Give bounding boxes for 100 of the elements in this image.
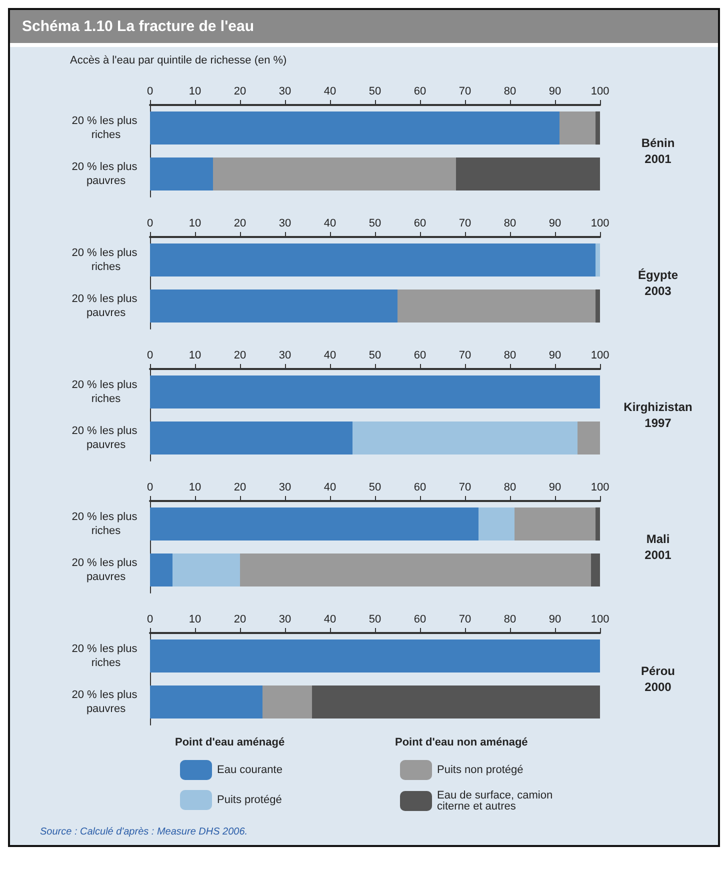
y-tick-label: 20 % les plus pauvres <box>72 425 140 451</box>
x-tick-label: 0 <box>146 350 154 362</box>
bar <box>398 289 596 323</box>
x-tick-label: 10 <box>188 350 202 362</box>
y2-axis-title: Bénin 2001 <box>641 136 675 166</box>
x-tick-label: 30 <box>278 614 292 626</box>
y2-axis-title: Mali 2001 <box>644 532 672 562</box>
x-tick-label: 50 <box>368 86 382 98</box>
bar <box>560 111 596 145</box>
x-tick-label: 60 <box>414 614 426 626</box>
x-tick-label: 30 <box>278 86 292 98</box>
x-tick-label: 90 <box>548 218 562 230</box>
y-tick-label: 20 % les plus riches <box>72 247 140 273</box>
x-tick-label: 80 <box>504 86 516 98</box>
x-tick-label: 10 <box>188 614 202 626</box>
x-tick-label: 0 <box>146 482 154 494</box>
x-tick-label: 50 <box>368 482 382 494</box>
legend-label: Eau de surface, camion citerne et autres <box>437 790 556 812</box>
x-tick-label: 0 <box>146 614 154 626</box>
y-tick-label: 20 % les plus pauvres <box>72 161 140 187</box>
bar <box>596 243 600 277</box>
x-tick-label: 90 <box>548 614 562 626</box>
bar <box>596 289 600 323</box>
x-tick-label: 50 <box>368 218 382 230</box>
y2-axis-title: Kirghizistan 1997 <box>624 400 692 430</box>
text: Point d'eau aménagé <box>175 736 285 748</box>
y2-axis-title: Égypte 2003 <box>638 268 678 298</box>
bar <box>150 289 398 323</box>
x-tick-label: 10 <box>188 482 202 494</box>
x-tick-label: 60 <box>414 482 426 494</box>
x-tick-label: 30 <box>278 350 292 362</box>
x-tick-label: 100 <box>590 614 610 626</box>
source-note: Source : Calculé d'après : Measure DHS 2006. <box>40 826 248 838</box>
x-tick-label: 50 <box>368 614 382 626</box>
bar <box>150 157 213 191</box>
x-tick-label: 20 <box>234 482 246 494</box>
chart-title: Schéma 1.10 La fracture de l'eau <box>10 10 718 47</box>
bar <box>262 685 312 719</box>
x-tick-label: 100 <box>590 482 610 494</box>
text: Point d'eau non aménagé <box>395 736 528 748</box>
bar <box>456 157 600 191</box>
x-tick-label: 100 <box>590 86 610 98</box>
y-tick-label: 20 % les plus pauvres <box>72 689 140 715</box>
x-tick-label: 0 <box>146 86 154 98</box>
bar <box>150 685 262 719</box>
bar <box>172 553 240 587</box>
bar <box>150 639 600 673</box>
x-tick-label: 40 <box>324 614 336 626</box>
y-tick-label: 20 % les plus riches <box>72 511 140 537</box>
x-tick-label: 60 <box>414 350 426 362</box>
y-tick-label: 20 % les plus pauvres <box>72 293 140 319</box>
x-tick-label: 20 <box>234 218 246 230</box>
x-tick-label: 70 <box>458 614 472 626</box>
x-tick-label: 80 <box>504 350 516 362</box>
x-tick-label: 90 <box>548 482 562 494</box>
bar <box>150 421 352 455</box>
x-tick-label: 90 <box>548 350 562 362</box>
x-tick-label: 90 <box>548 86 562 98</box>
x-tick-label: 20 <box>234 86 246 98</box>
x-tick-label: 30 <box>278 218 292 230</box>
y2-axis-title: Pérou 2000 <box>640 664 676 694</box>
x-tick-label: 60 <box>414 86 426 98</box>
y-tick-label: 20 % les plus riches <box>72 643 140 669</box>
y-tick-label: 20 % les plus riches <box>72 115 140 141</box>
bar <box>150 111 560 145</box>
bar <box>150 375 600 409</box>
bar <box>591 553 600 587</box>
x-tick-label: 30 <box>278 482 292 494</box>
bar <box>596 111 600 145</box>
x-tick-label: 80 <box>504 218 516 230</box>
bar <box>352 421 578 455</box>
x-tick-label: 0 <box>146 218 154 230</box>
x-tick-label: 80 <box>504 482 516 494</box>
x-tick-label: 40 <box>324 482 336 494</box>
bar <box>150 553 172 587</box>
bar <box>514 507 596 541</box>
x-tick-label: 100 <box>590 350 610 362</box>
x-tick-label: 10 <box>188 86 202 98</box>
legend-label: Puits protégé <box>217 794 282 806</box>
x-tick-label: 70 <box>458 218 472 230</box>
chart-subtitle: Accès à l'eau par quintile de richesse (en %) <box>70 54 287 66</box>
bar <box>578 421 600 455</box>
x-tick-label: 70 <box>458 350 472 362</box>
x-tick-label: 40 <box>324 350 336 362</box>
x-tick-label: 70 <box>458 86 472 98</box>
x-tick-label: 70 <box>458 482 472 494</box>
x-tick-label: 40 <box>324 86 336 98</box>
legend-label: Eau courante <box>217 764 282 776</box>
x-tick-label: 40 <box>324 218 336 230</box>
x-tick-label: 10 <box>188 218 202 230</box>
bar <box>312 685 600 719</box>
bar <box>150 243 596 277</box>
x-tick-label: 20 <box>234 350 246 362</box>
x-tick-label: 50 <box>368 350 382 362</box>
bar <box>478 507 514 541</box>
bar <box>240 553 591 587</box>
bar <box>596 507 600 541</box>
bar <box>213 157 456 191</box>
legend-label: Puits non protégé <box>437 764 524 776</box>
x-tick-label: 60 <box>414 218 426 230</box>
